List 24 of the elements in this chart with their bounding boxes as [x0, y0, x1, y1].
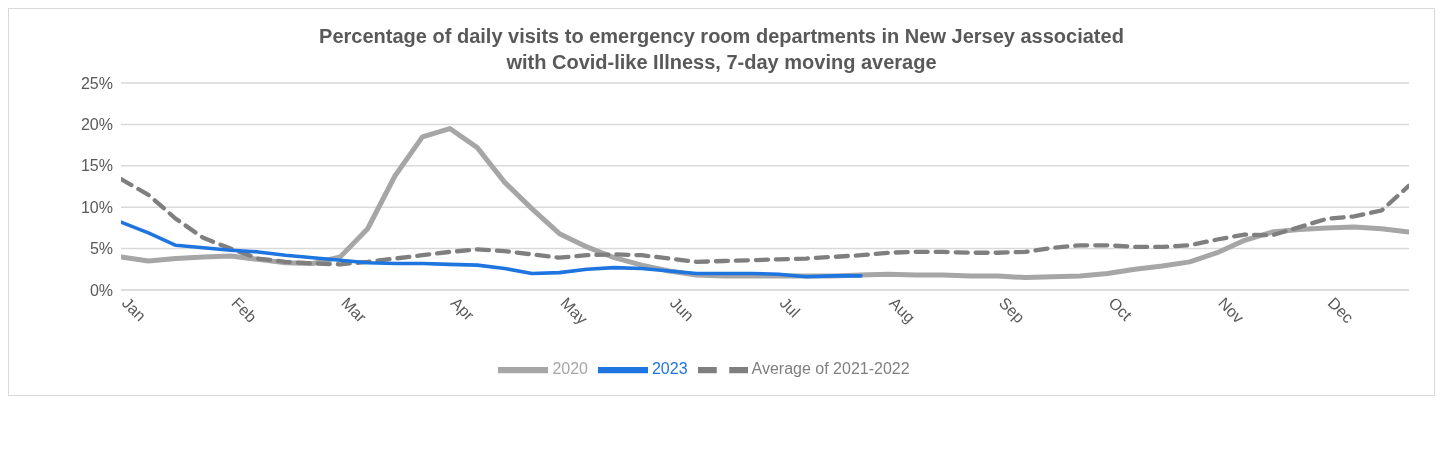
y-tick-label: 25%: [80, 74, 113, 92]
x-tick-label: Feb: [228, 294, 261, 326]
x-tick-label: May: [557, 294, 591, 328]
y-tick-label: 10%: [80, 198, 113, 216]
y-tick-label: 15%: [80, 157, 113, 175]
y-tick-label: 5%: [89, 240, 113, 258]
line-series: [121, 176, 1409, 267]
x-tick-label: Oct: [1105, 294, 1136, 325]
legend-label: 2020: [552, 360, 588, 378]
legend-label: 2023: [651, 360, 688, 378]
y-tick-label: 20%: [80, 116, 113, 134]
chart-title: Percentage of daily visits to emergency room departments in New Jersey associated with Covid-like Illness, 7-day moving average: [318, 24, 1125, 75]
x-tick-label: Mar: [338, 294, 371, 327]
x-tick-label: Aug: [886, 294, 919, 327]
x-tick-label: Dec: [1324, 294, 1357, 327]
y-tick-label: 0%: [89, 281, 113, 299]
x-tick-label: Apr: [447, 294, 478, 325]
x-tick-label: Sep: [995, 294, 1029, 327]
x-tick-label: Jun: [666, 294, 698, 325]
x-tick-label: Nov: [1215, 294, 1248, 327]
x-tick-label: Jan: [118, 294, 150, 325]
legend-label: Average of 2021-2022: [751, 360, 910, 378]
line-series: [121, 220, 863, 279]
x-tick-label: Jul: [776, 294, 804, 321]
